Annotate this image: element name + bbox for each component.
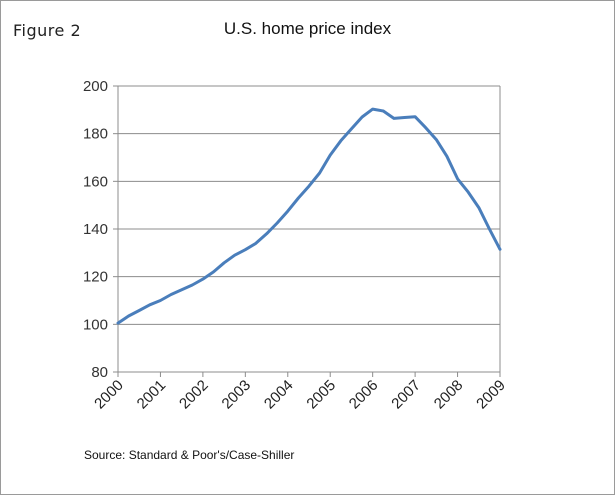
x-tick-label-2000: 2000 — [91, 377, 127, 413]
x-tick-label-2006: 2006 — [346, 377, 382, 413]
axes — [113, 85, 501, 377]
figure-label: Figure 2 — [13, 21, 82, 40]
y-tick-label-100: 100 — [83, 316, 108, 333]
x-tick-label-2005: 2005 — [303, 377, 339, 413]
grid-lines — [118, 85, 500, 373]
source-note: Source: Standard & Poor's/Case-Shiller — [84, 448, 295, 462]
y-tick-label-160: 160 — [83, 173, 108, 190]
x-tick-labels: 2000 2001 2002 2003 2004 2005 2006 2007 2008 2009 — [91, 377, 509, 413]
y-tick-label-180: 180 — [83, 126, 108, 143]
x-tick-label-2007: 2007 — [388, 377, 424, 413]
x-tick-label-2002: 2002 — [176, 377, 212, 413]
series-line-0 — [116, 107, 502, 325]
x-tick-label-2009: 2009 — [473, 377, 509, 413]
x-tick-label-2008: 2008 — [431, 377, 467, 413]
y-tick-label-120: 120 — [83, 269, 108, 286]
x-tick-label-2004: 2004 — [261, 377, 297, 413]
y-tick-label-80: 80 — [91, 364, 108, 381]
chart-title: U.S. home price index — [0, 19, 615, 39]
y-tick-label-140: 140 — [83, 221, 108, 238]
chart-title-text: U.S. home price index — [223, 19, 392, 38]
x-tick-label-2001: 2001 — [134, 377, 170, 413]
x-tick-label-2003: 2003 — [219, 377, 255, 413]
y-tick-labels: 80 100 120 140 160 180 200 — [83, 78, 108, 381]
series-layer — [116, 107, 502, 325]
y-tick-label-200: 200 — [83, 78, 108, 95]
